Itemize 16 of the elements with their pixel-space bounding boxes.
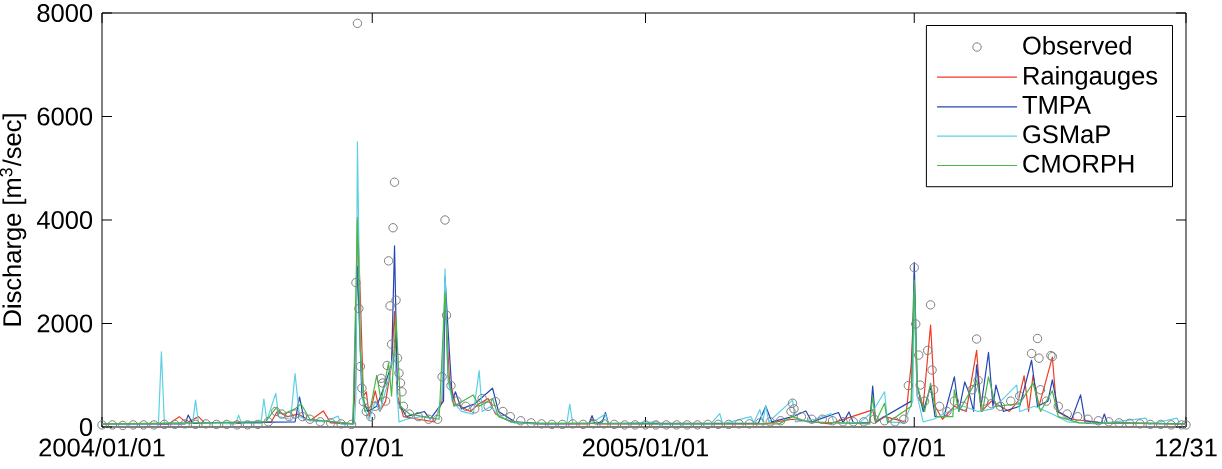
y-tick-label: 0 [79, 417, 93, 437]
x-tick-label: 07/01 [883, 437, 945, 457]
y-tick-label: 8000 [37, 3, 93, 23]
y-axis-title: Discharge [m$^{3}$/sec] [0, 114, 27, 326]
x-tick-label: 07/01 [341, 437, 403, 457]
y-tick-label: 2000 [37, 314, 93, 333]
legend-label: GSMaP [1023, 125, 1110, 144]
legend-label: Observed [1023, 35, 1131, 55]
x-tick-label: 12/31 [1156, 437, 1217, 457]
y-tick-label: 6000 [37, 107, 93, 126]
y-tick-label: 4000 [36, 210, 93, 230]
x-tick-label: 2004/01/01 [39, 437, 165, 457]
legend-label: CMORPH [1023, 154, 1134, 173]
legend-label: Raingauges [1024, 66, 1158, 90]
x-tick-label: 2005/01/01 [582, 437, 709, 457]
legend-label: TMPA [1022, 96, 1091, 114]
